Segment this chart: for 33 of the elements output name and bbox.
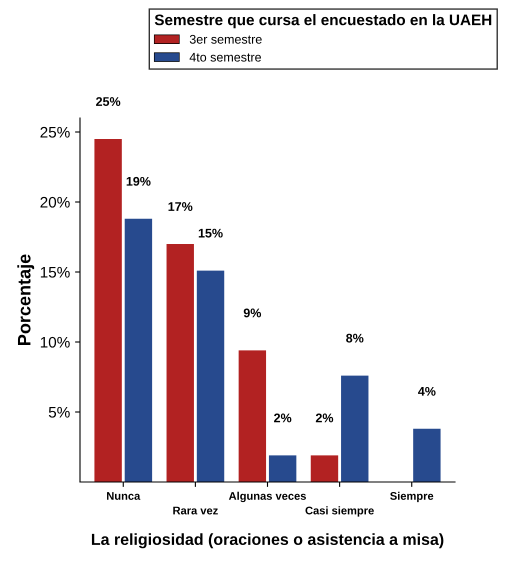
legend-title: Semestre que cursa el encuestado en la UAEH [154, 14, 492, 28]
y-tick-label: 5% [48, 406, 70, 418]
y-tick-label: 15% [40, 266, 70, 278]
data-label: 15% [198, 228, 223, 238]
bar [268, 455, 296, 482]
bar [413, 428, 441, 482]
x-tick-label: Siempre [390, 492, 434, 502]
data-label: 17% [168, 202, 192, 211]
x-axis-title: La religiosidad (oraciones o asistencia a misa) [92, 533, 444, 548]
data-label: 25% [96, 97, 120, 106]
data-label: 9% [244, 308, 262, 318]
bar [238, 350, 266, 482]
legend-label: 4to semestre [190, 52, 261, 62]
data-label: 19% [126, 176, 151, 186]
data-label: 8% [346, 334, 364, 343]
bar [310, 455, 338, 482]
bar [94, 139, 122, 482]
data-label: 2% [316, 414, 334, 422]
x-tick-label: Casi siempre [305, 506, 374, 517]
bar [341, 376, 368, 482]
bar [124, 218, 152, 482]
y-axis-title: Porcentaje [17, 254, 34, 345]
legend-label: 3er semestre [190, 34, 262, 44]
y-tick-label: 25% [40, 126, 70, 138]
bar [166, 244, 194, 482]
y-tick-label: 20% [40, 196, 70, 208]
x-tick-label: Rara vez [173, 506, 218, 514]
data-label: 4% [418, 386, 436, 396]
x-tick-label: Algunas veces [228, 492, 306, 502]
bar [196, 270, 224, 482]
y-tick-label: 10% [40, 336, 70, 348]
data-label: 2% [274, 414, 292, 422]
x-tick-label: Nunca [107, 492, 140, 500]
